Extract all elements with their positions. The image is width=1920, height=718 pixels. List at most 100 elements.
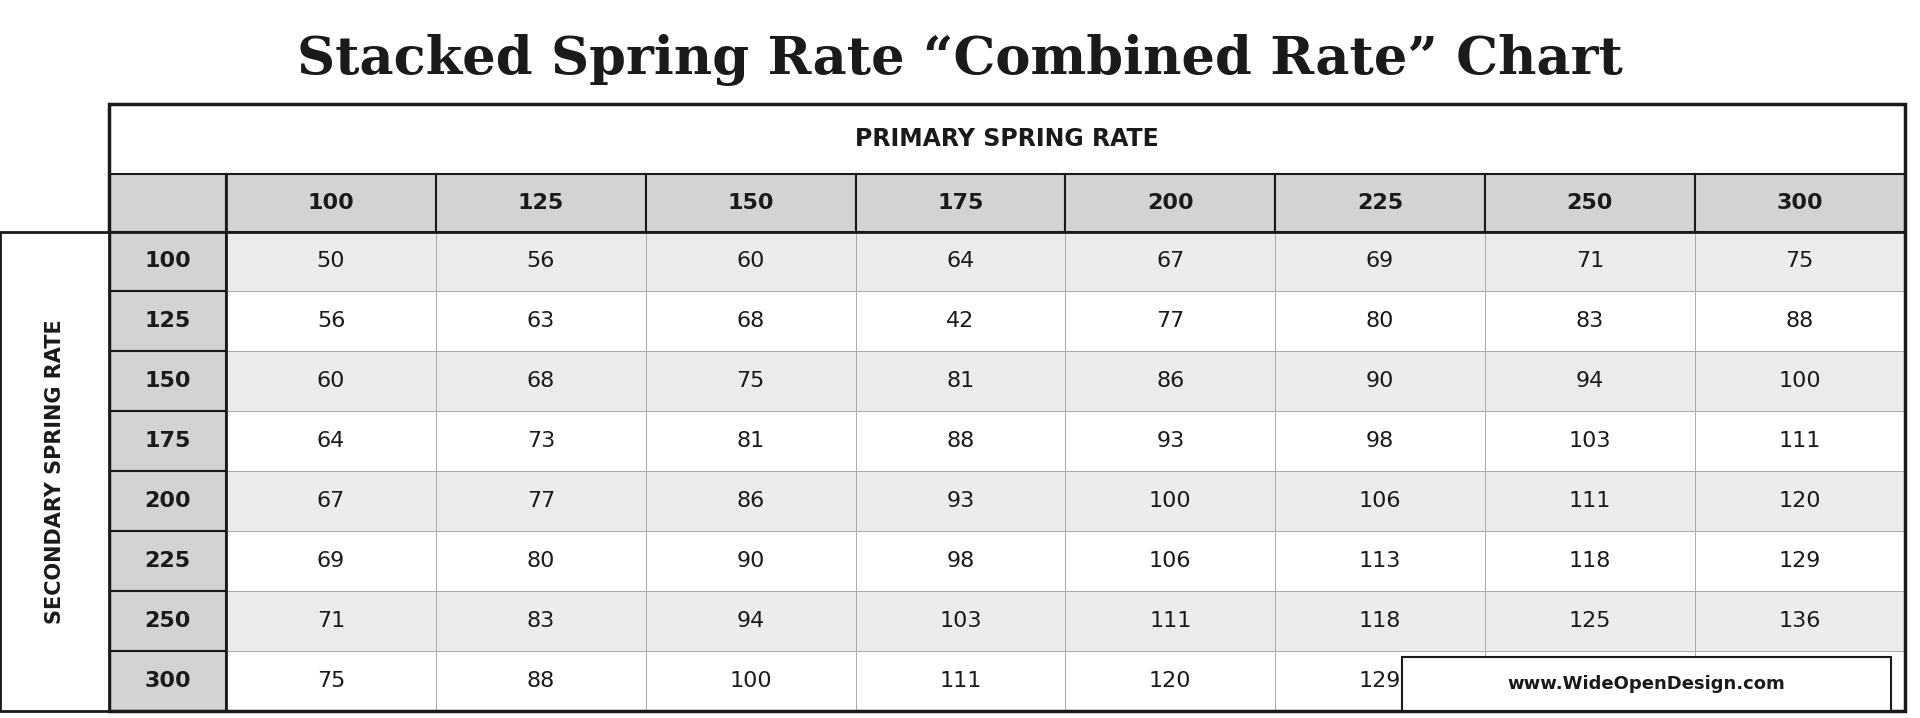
Bar [109, 411, 227, 471]
Bar [1066, 351, 1275, 411]
Bar [856, 174, 1066, 231]
Text: 129: 129 [1359, 671, 1402, 691]
Bar [1275, 651, 1484, 711]
Text: 69: 69 [1365, 251, 1394, 271]
Text: 175: 175 [144, 432, 190, 451]
Bar [856, 591, 1066, 651]
Text: 88: 88 [1786, 312, 1814, 332]
Text: 150: 150 [144, 371, 190, 391]
Bar [109, 651, 227, 711]
Bar [1066, 471, 1275, 531]
Bar [436, 411, 645, 471]
Text: 67: 67 [1156, 251, 1185, 271]
Bar [109, 591, 227, 651]
Bar [1275, 591, 1484, 651]
Bar [645, 591, 856, 651]
Bar [1275, 411, 1484, 471]
Bar [645, 651, 856, 711]
Text: 86: 86 [1156, 371, 1185, 391]
Bar [1484, 174, 1695, 231]
Bar [227, 651, 436, 711]
Text: 77: 77 [526, 491, 555, 511]
Text: 118: 118 [1569, 551, 1611, 571]
Text: 300: 300 [1776, 192, 1824, 213]
Text: 103: 103 [1569, 432, 1611, 451]
Text: 60: 60 [317, 371, 346, 391]
Text: 120: 120 [1148, 671, 1192, 691]
Bar [436, 471, 645, 531]
Bar [645, 231, 856, 292]
Text: 106: 106 [1359, 491, 1402, 511]
Bar [1484, 292, 1695, 351]
Bar [436, 651, 645, 711]
Text: 56: 56 [526, 251, 555, 271]
Bar [109, 531, 227, 591]
Text: 111: 111 [1148, 611, 1192, 631]
Text: 94: 94 [1576, 371, 1603, 391]
Bar [227, 411, 436, 471]
Text: 80: 80 [1365, 312, 1394, 332]
Bar [436, 591, 645, 651]
Text: 93: 93 [947, 491, 975, 511]
Bar [645, 411, 856, 471]
Bar [1695, 591, 1905, 651]
Bar [227, 591, 436, 651]
Bar [1066, 591, 1275, 651]
Bar [436, 231, 645, 292]
Bar [856, 471, 1066, 531]
Text: 63: 63 [526, 312, 555, 332]
Bar [109, 231, 227, 292]
Text: 250: 250 [144, 611, 190, 631]
Text: 100: 100 [1778, 371, 1820, 391]
Text: 50: 50 [317, 251, 346, 271]
Bar [1484, 591, 1695, 651]
Text: 71: 71 [317, 611, 346, 631]
Text: 69: 69 [317, 551, 346, 571]
Bar [645, 471, 856, 531]
Text: 77: 77 [1156, 312, 1185, 332]
Bar [645, 292, 856, 351]
Text: 100: 100 [730, 671, 772, 691]
Text: 83: 83 [1576, 312, 1603, 332]
Text: 75: 75 [317, 671, 346, 691]
Text: 68: 68 [737, 312, 764, 332]
Text: 103: 103 [939, 611, 981, 631]
Bar [856, 531, 1066, 591]
Bar [1695, 231, 1905, 292]
Text: 111: 111 [1778, 432, 1820, 451]
Text: 71: 71 [1576, 251, 1603, 271]
Text: 150: 150 [728, 192, 774, 213]
Text: Stacked Spring Rate “Combined Rate” Chart: Stacked Spring Rate “Combined Rate” Char… [298, 34, 1622, 86]
Text: 90: 90 [737, 551, 764, 571]
Text: 100: 100 [144, 251, 192, 271]
Text: 68: 68 [526, 371, 555, 391]
Bar [1066, 531, 1275, 591]
Bar [856, 411, 1066, 471]
Text: 75: 75 [1786, 251, 1814, 271]
Text: 73: 73 [526, 432, 555, 451]
Bar [1695, 411, 1905, 471]
Text: 300: 300 [144, 671, 192, 691]
Text: 81: 81 [947, 371, 975, 391]
Bar [1275, 531, 1484, 591]
Text: 98: 98 [1365, 432, 1394, 451]
Text: 200: 200 [144, 491, 192, 511]
Bar [1695, 292, 1905, 351]
Bar [109, 292, 227, 351]
Bar [227, 174, 436, 231]
Text: 106: 106 [1148, 551, 1192, 571]
Bar [109, 351, 227, 411]
Text: 125: 125 [144, 312, 190, 332]
Bar [109, 174, 227, 231]
Bar [1066, 411, 1275, 471]
Text: PRIMARY SPRING RATE: PRIMARY SPRING RATE [854, 127, 1160, 151]
Text: 81: 81 [737, 432, 764, 451]
Text: 150: 150 [1778, 671, 1820, 691]
Bar [1695, 531, 1905, 591]
Bar [436, 292, 645, 351]
Text: 86: 86 [737, 491, 764, 511]
Bar [1484, 471, 1695, 531]
Bar [856, 292, 1066, 351]
Bar [645, 351, 856, 411]
Bar [1275, 231, 1484, 292]
